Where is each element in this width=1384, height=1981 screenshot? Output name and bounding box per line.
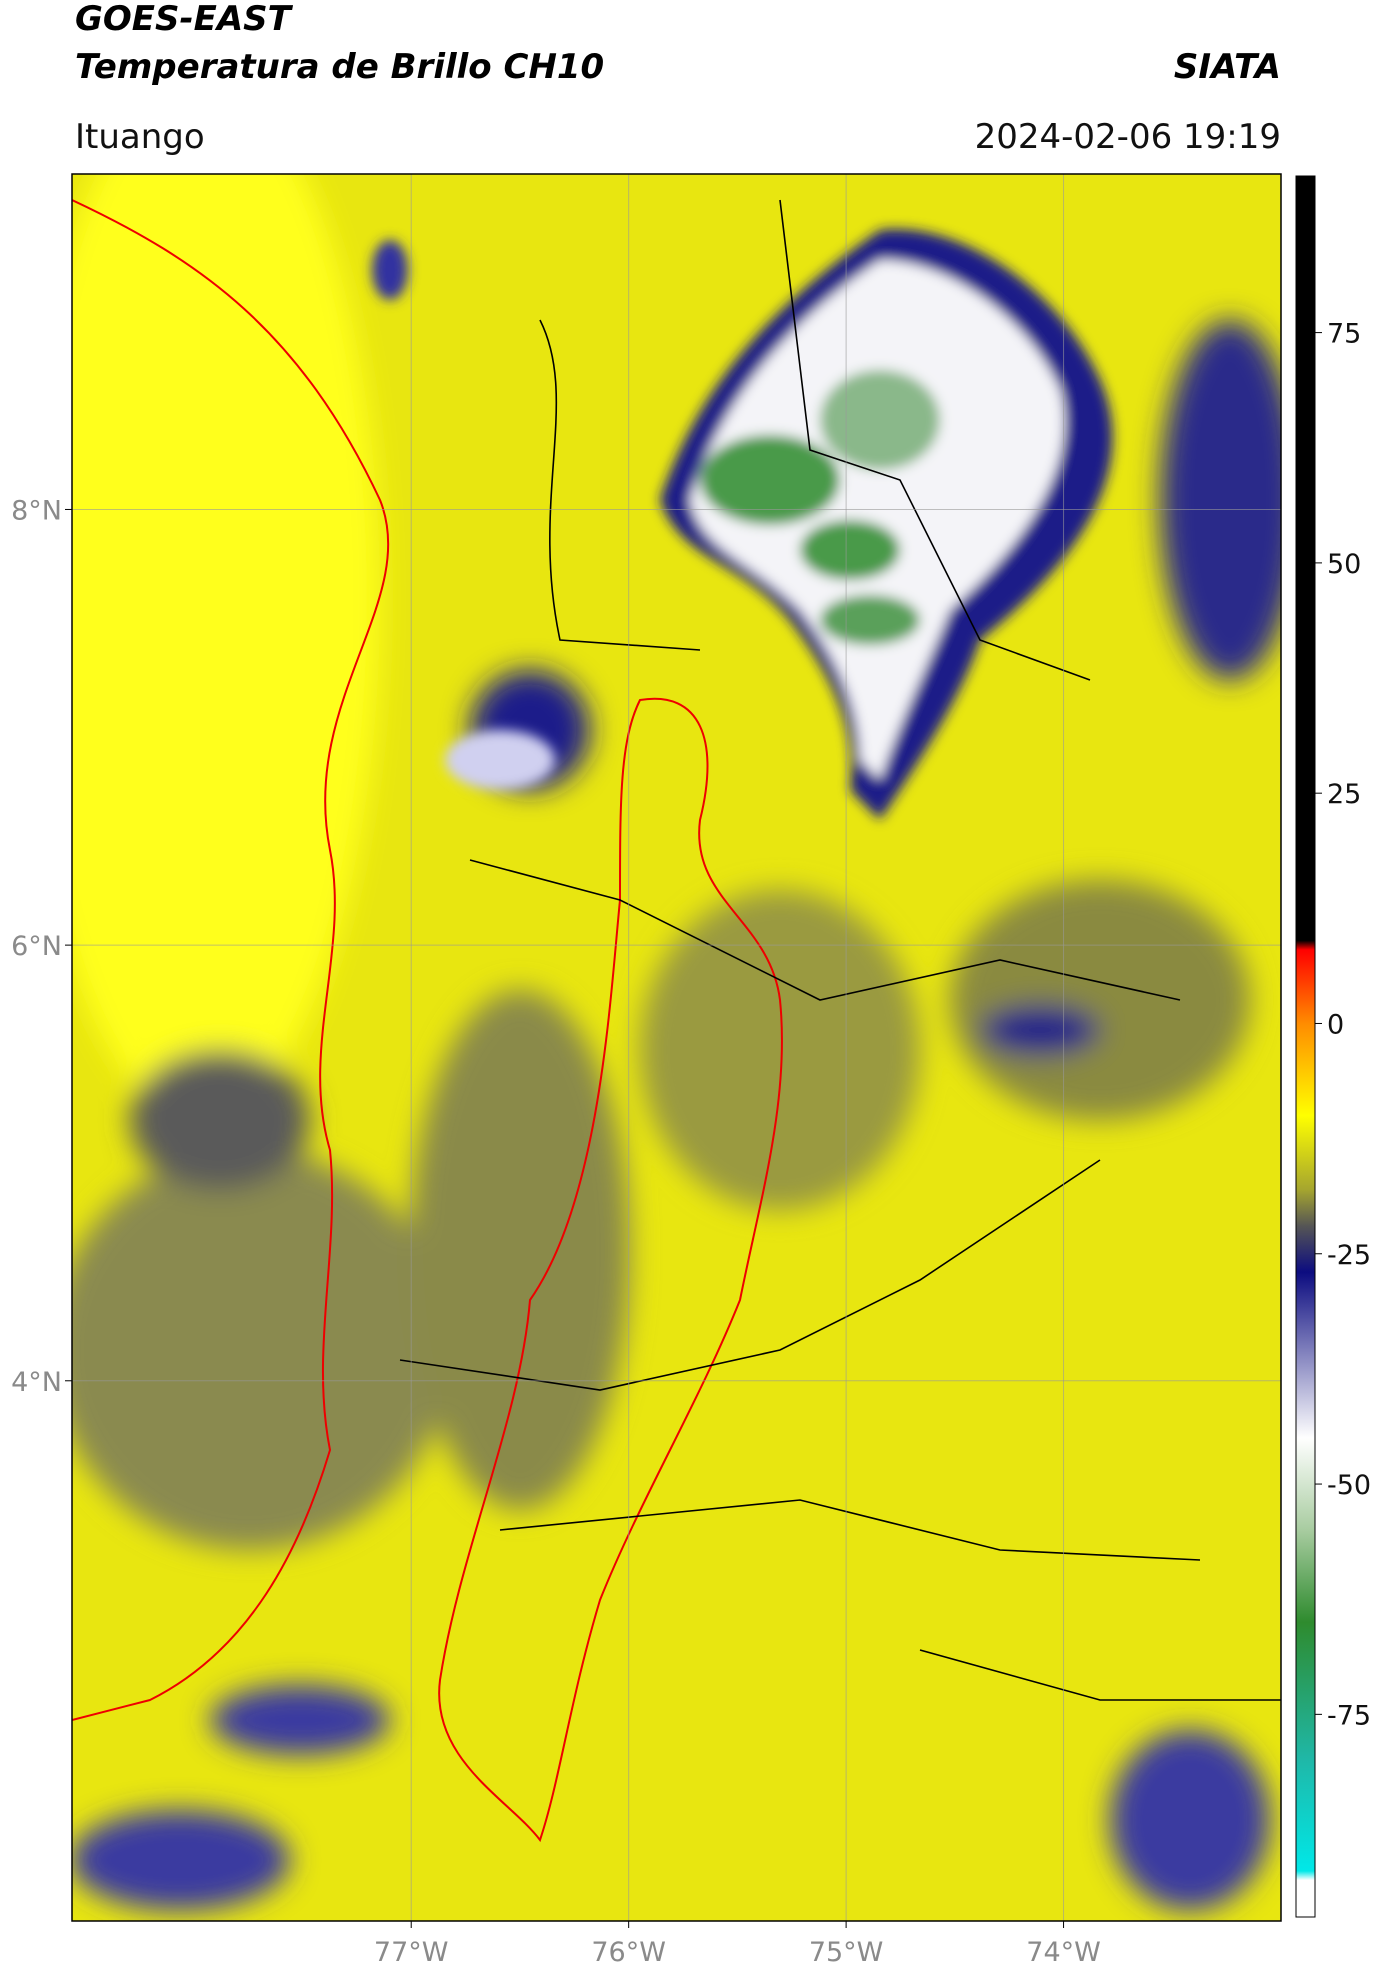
- x-tick-label: 74°W: [1026, 1937, 1101, 1968]
- y-tick-label: 4°N: [11, 1367, 62, 1398]
- map-frame: [71, 173, 1282, 1922]
- colorbar-tick-label: -25: [1327, 1240, 1371, 1271]
- colorbar-tick-label: 75: [1327, 319, 1361, 350]
- x-tick-label: 75°W: [809, 1937, 884, 1968]
- map-image: [72, 174, 1281, 1921]
- source: SIATA: [1174, 47, 1281, 87]
- y-tick-label: 6°N: [11, 931, 62, 962]
- colorbar-tick-label: -50: [1327, 1470, 1371, 1501]
- title: GOES-EAST: [75, 0, 294, 39]
- colorbar-tick-label: 50: [1327, 549, 1361, 580]
- x-tick-label: 77°W: [374, 1937, 449, 1968]
- colorbar-tick-label: 0: [1327, 1009, 1344, 1040]
- colorbar: [1295, 175, 1316, 1918]
- colorbar-tick-label: 25: [1327, 779, 1361, 810]
- location: Ituango: [75, 117, 205, 157]
- subtitle: Temperatura de Brillo CH10: [75, 47, 604, 87]
- datetime: 2024-02-06 19:19: [975, 117, 1281, 157]
- x-tick-label: 76°W: [591, 1937, 666, 1968]
- grid: [72, 174, 1281, 1921]
- y-tick-label: 8°N: [11, 495, 62, 526]
- colorbar-tick-label: -75: [1327, 1700, 1371, 1731]
